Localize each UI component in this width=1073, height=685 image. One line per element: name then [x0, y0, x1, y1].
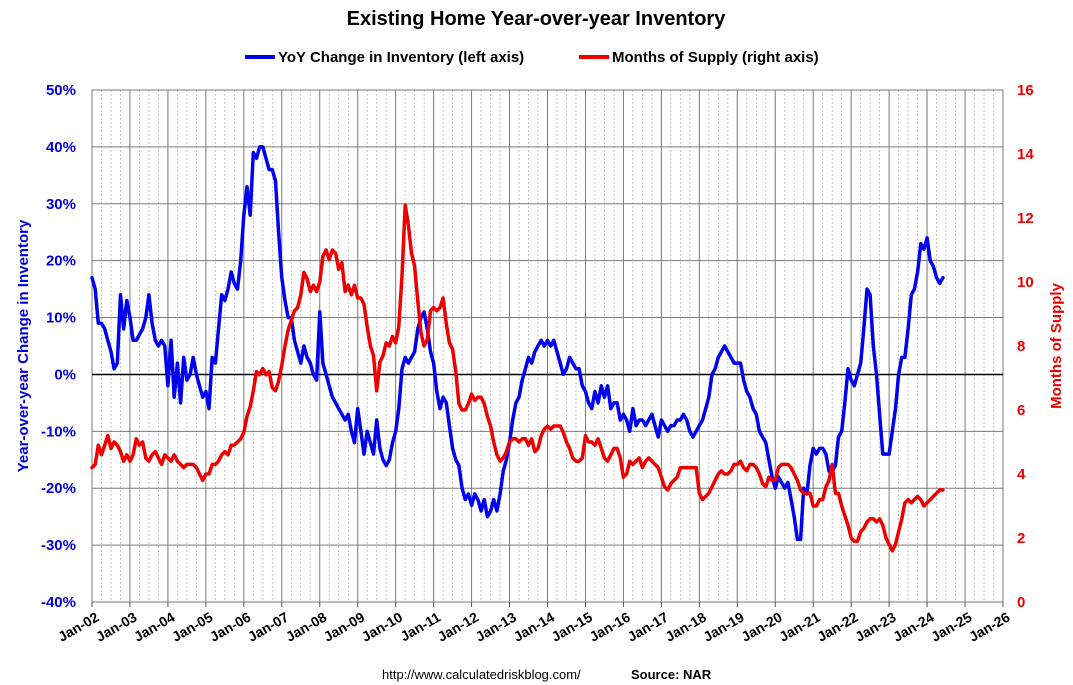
y-tick-left-label: 10%	[46, 310, 76, 327]
y-tick-left-label: 40%	[46, 139, 76, 156]
y-tick-right-label: 0	[1017, 594, 1025, 611]
series-line-yoy-inventory	[90, 145, 945, 542]
left-axis-ticks: 50% 40% 30% 20% 10% 0% -10% -20% -30% -40%	[41, 82, 76, 611]
y-tick-right-label: 12	[1017, 210, 1034, 227]
y-tick-left-label: -20%	[41, 480, 76, 497]
y-tick-right-label: 2	[1017, 530, 1025, 547]
y-tick-left-label: 50%	[46, 82, 76, 99]
legend-label-supply: Months of Supply (right axis)	[612, 49, 819, 66]
footer-url: http://www.calculatedriskblog.com/	[382, 667, 581, 682]
series-layer	[90, 145, 945, 553]
y-tick-left-label: -10%	[41, 423, 76, 440]
legend-label-yoy: YoY Change in Inventory (left axis)	[278, 49, 524, 66]
major-gridlines	[91, 89, 1004, 603]
series-line-months-supply	[90, 203, 945, 553]
chart-title: Existing Home Year-over-year Inventory	[347, 8, 727, 30]
right-axis-ticks: 16 14 12 10 8 6 4 2 0	[1017, 82, 1034, 611]
y-tick-left-label: -30%	[41, 537, 76, 554]
y-axis-right-label: Months of Supply	[1048, 282, 1065, 408]
legend: YoY Change in Inventory (left axis) Mont…	[245, 49, 819, 66]
y-tick-right-label: 4	[1017, 466, 1026, 483]
y-tick-left-label: -40%	[41, 594, 76, 611]
y-tick-right-label: 14	[1017, 146, 1034, 163]
footer-source: Source: NAR	[631, 667, 712, 682]
y-tick-left-label: 0%	[54, 366, 76, 383]
y-tick-left-label: 20%	[46, 253, 76, 270]
y-tick-right-label: 10	[1017, 274, 1034, 291]
y-tick-right-label: 6	[1017, 402, 1025, 419]
y-axis-left-label: Year-over-year Change in Inventory	[15, 219, 32, 472]
y-tick-right-label: 8	[1017, 338, 1025, 355]
y-tick-right-label: 16	[1017, 82, 1034, 99]
y-tick-left-label: 30%	[46, 196, 76, 213]
